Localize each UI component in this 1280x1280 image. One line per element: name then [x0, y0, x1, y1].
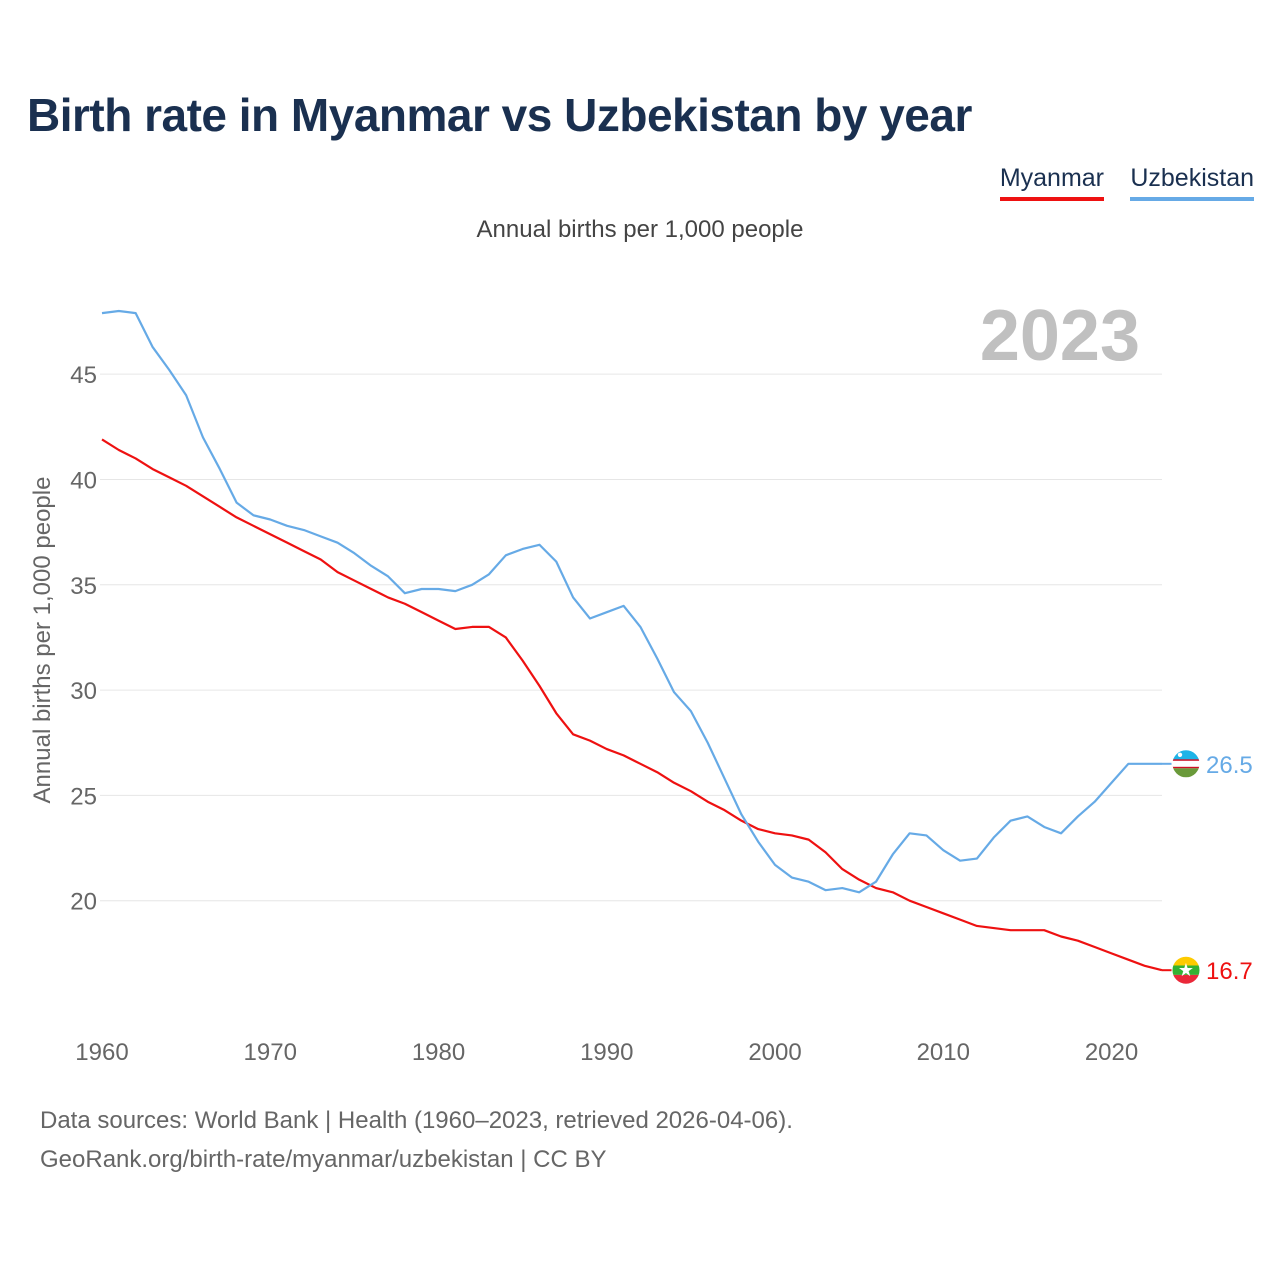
- grid-lines: [100, 373, 1162, 902]
- y-axis-label: Annual births per 1,000 people: [29, 477, 56, 804]
- series-lines: [101, 309, 1163, 972]
- y-tick-label: 40: [70, 467, 97, 494]
- series-line-uzbekistan[interactable]: [101, 309, 1162, 894]
- chart-subtitle: Annual births per 1,000 people: [476, 216, 804, 243]
- line-chart: 20 25 30 35 40 45 1960 1970 1980 1990 2000 2010 202…: [29, 296, 1253, 1066]
- source-text: Data sources: World Bank | Health (1960–…: [40, 1107, 793, 1134]
- x-tick-label: 1960: [75, 1039, 128, 1066]
- x-tick-label: 1980: [412, 1039, 465, 1066]
- x-tick-label: 1990: [580, 1039, 633, 1066]
- y-tick-label: 35: [70, 573, 97, 600]
- legend-item-uzbekistan[interactable]: Uzbekistan: [1130, 164, 1254, 201]
- chart-title: Birth rate in Myanmar vs Uzbekistan by y…: [27, 89, 972, 141]
- legend-item-myanmar[interactable]: Myanmar: [999, 164, 1104, 201]
- y-tick-label: 45: [70, 362, 97, 389]
- series-line-myanmar[interactable]: [101, 438, 1163, 972]
- year-label: 2023: [980, 296, 1140, 376]
- x-tick-label: 2000: [748, 1039, 801, 1066]
- x-tick-label: 1970: [244, 1039, 297, 1066]
- y-axis-ticks: 20 25 30 35 40 45: [70, 362, 97, 916]
- x-axis-ticks: 1960 1970 1980 1990 2000 2010 2020: [75, 1039, 1138, 1066]
- end-label-myanmar: 16.7: [1206, 958, 1253, 985]
- myanmar-flag-icon: ★: [1171, 955, 1201, 985]
- y-tick-label: 25: [70, 783, 97, 810]
- y-tick-label: 30: [70, 678, 97, 705]
- end-label-uzbekistan: 26.5: [1206, 752, 1253, 779]
- uzbekistan-flag-icon: [1171, 749, 1201, 779]
- svg-text:★: ★: [1178, 960, 1194, 981]
- end-markers: ★ 16.7 26.5: [1162, 749, 1253, 985]
- x-tick-label: 2020: [1085, 1039, 1138, 1066]
- y-tick-label: 20: [70, 889, 97, 916]
- source-url[interactable]: GeoRank.org/birth-rate/myanmar/uzbekista…: [40, 1146, 607, 1173]
- x-tick-label: 2010: [917, 1039, 970, 1066]
